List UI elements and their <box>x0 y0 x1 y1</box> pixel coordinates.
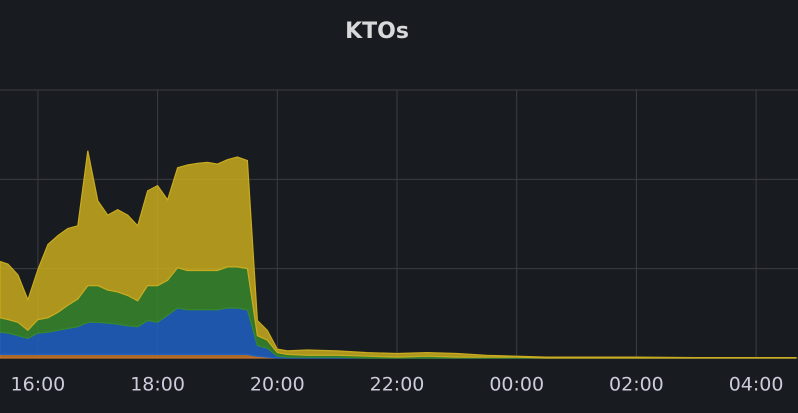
x-tick-label: 04:00 <box>729 374 784 396</box>
x-tick-label: 02:00 <box>609 374 664 396</box>
x-tick-label: 18:00 <box>130 374 185 396</box>
chart-title: KTOs <box>345 19 409 44</box>
area <box>0 150 797 359</box>
x-tick-label: 16:00 <box>11 374 66 396</box>
x-tick-label: 22:00 <box>370 374 425 396</box>
x-tick-label: 20:00 <box>250 374 305 396</box>
x-tick-label: 00:00 <box>489 374 544 396</box>
